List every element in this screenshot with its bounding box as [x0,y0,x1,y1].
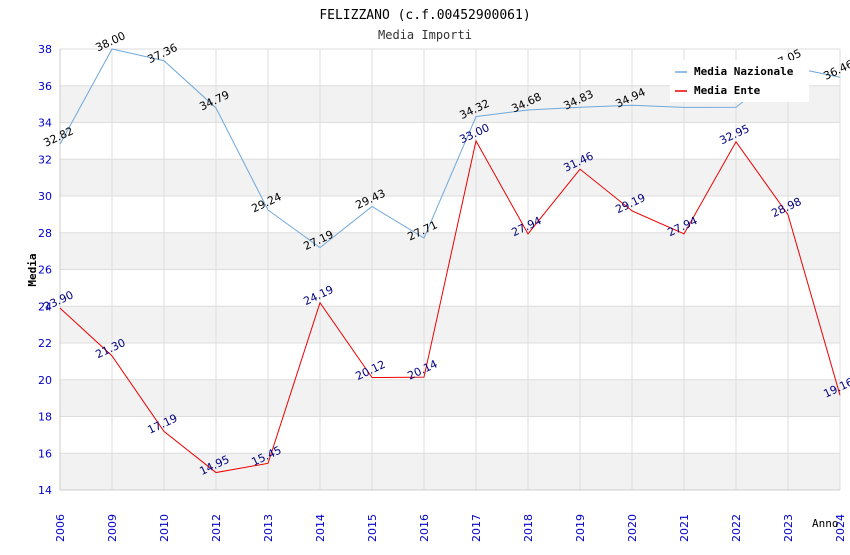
series-line-media-ente [59,139,841,474]
x-tick-label: 2021 [678,514,691,542]
background-band [60,196,840,233]
x-tick-label: 2019 [574,514,587,542]
grid-lines [59,48,841,491]
background-band [60,232,840,270]
x-tick-label: 2006 [54,514,67,542]
legend-box [670,60,809,102]
chart-subtitle: Media Importi [378,28,472,42]
x-tick-label: 2013 [262,514,275,542]
x-tick-label: 2018 [522,514,535,542]
x-tick-label: 2009 [106,514,119,542]
x-tick-label: 2010 [158,514,171,542]
x-tick-label: 2022 [730,514,743,542]
x-tick-label: 2020 [626,514,639,542]
background-band [60,453,840,490]
x-tick-label: 2023 [782,514,795,542]
x-axis-label: Anno [812,517,839,530]
background-band [60,269,840,307]
y-tick-label: 18 [38,411,52,424]
y-tick-label: 24 [38,300,52,313]
y-tick-label: 30 [38,190,52,203]
y-tick-label: 22 [38,337,52,350]
background-band [60,416,840,454]
y-tick-label: 28 [38,227,52,240]
x-tick-label: 2024 [834,514,847,542]
background-band [60,343,840,380]
y-tick-label: 32 [38,153,52,166]
x-tick-label: 2015 [366,514,379,542]
y-tick-label: 14 [38,484,52,497]
x-tick-label: 2012 [210,514,223,542]
background-bands [60,49,840,490]
y-axis-label: Media [26,253,39,286]
background-band [60,122,840,160]
y-tick-label: 26 [38,264,52,277]
y-tick-label: 36 [38,80,52,93]
series-lines [59,48,841,474]
legend: Media Nazionale Media Ente [670,60,809,102]
y-tick-label: 16 [38,447,52,460]
x-tick-label: 2016 [418,514,431,542]
series-line-media-nazionale [59,48,841,249]
background-band [60,306,840,343]
y-tick-label: 34 [38,117,52,130]
legend-label-media-ente: Media Ente [694,84,761,97]
y-tick-label: 20 [38,374,52,387]
chart-title: FELIZZANO (c.f.00452900061) [319,8,530,23]
background-band [60,379,840,417]
x-tick-label: 2017 [470,514,483,542]
x-tick-label: 2014 [314,514,327,542]
legend-label-media-nazionale: Media Nazionale [694,65,794,78]
y-tick-label: 38 [38,43,52,56]
